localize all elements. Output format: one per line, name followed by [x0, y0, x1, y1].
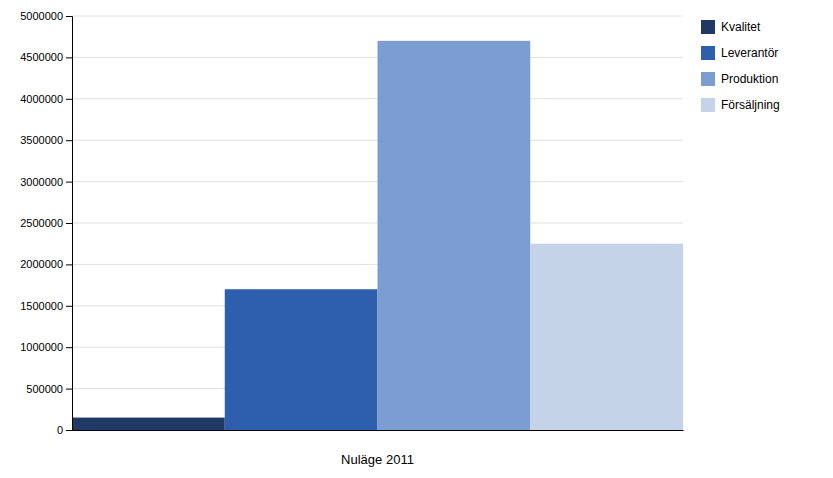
- legend-label: Kvalitet: [721, 20, 761, 34]
- legend: Kvalitet Leverantör Produktion Försäljning: [701, 20, 780, 112]
- y-tick-mark: [66, 264, 72, 265]
- bar: [378, 41, 531, 430]
- y-tick: 500000: [26, 383, 72, 395]
- legend-item: Produktion: [701, 72, 778, 86]
- y-tick-mark: [66, 99, 72, 100]
- y-tick-label: 3500000: [20, 134, 63, 146]
- y-tick-mark: [66, 16, 72, 17]
- x-axis-line: [73, 430, 684, 431]
- legend-swatch: [701, 46, 715, 60]
- x-axis-title: Nuläge 2011: [341, 452, 414, 467]
- y-tick-label: 500000: [26, 383, 63, 395]
- y-tick-mark: [66, 306, 72, 307]
- y-tick-mark: [66, 140, 72, 141]
- y-tick-mark: [66, 389, 72, 390]
- y-tick: 1500000: [20, 300, 72, 312]
- y-tick-label: 2500000: [20, 217, 63, 229]
- grid: [72, 16, 683, 430]
- y-tick-mark: [66, 57, 72, 58]
- y-tick-label: 4000000: [20, 93, 63, 105]
- y-tick-label: 1000000: [20, 341, 63, 353]
- y-tick: 0: [57, 424, 72, 436]
- legend-item: Leverantör: [701, 46, 778, 60]
- bars: [72, 41, 683, 430]
- legend-label: Leverantör: [721, 46, 778, 60]
- legend-label: Försäljning: [721, 98, 780, 112]
- y-tick-mark: [66, 182, 72, 183]
- legend-item: Försäljning: [701, 98, 780, 112]
- y-tick: 2000000: [20, 258, 72, 270]
- y-tick-mark: [66, 223, 72, 224]
- legend-swatch: [701, 72, 715, 86]
- legend-item: Kvalitet: [701, 20, 761, 34]
- y-axis: 0 500000 1000000 1500000 2000000 2500000 30000…: [20, 10, 72, 436]
- bar: [72, 418, 225, 430]
- y-tick-label: 2000000: [20, 258, 63, 270]
- y-tick-mark: [66, 430, 72, 431]
- legend-label: Produktion: [721, 72, 778, 86]
- y-tick-label: 1500000: [20, 300, 63, 312]
- y-tick-label: 3000000: [20, 176, 63, 188]
- bar: [530, 244, 683, 430]
- plot: 0 500000 1000000 1500000 2000000 2500000 30000…: [20, 10, 683, 436]
- legend-swatch: [701, 98, 715, 112]
- y-tick: 5000000: [20, 10, 72, 22]
- y-tick-label: 5000000: [20, 10, 63, 22]
- y-tick: 3000000: [20, 176, 72, 188]
- y-tick-mark: [66, 347, 72, 348]
- y-tick: 4500000: [20, 51, 72, 63]
- y-tick: 3500000: [20, 134, 72, 146]
- legend-swatch: [701, 20, 715, 34]
- y-axis-line: [66, 17, 73, 431]
- y-tick: 2500000: [20, 217, 72, 229]
- y-tick: 1000000: [20, 341, 72, 353]
- chart: 0 500000 1000000 1500000 2000000 2500000 30000…: [0, 0, 833, 478]
- grid-line: [72, 16, 683, 17]
- bar: [225, 289, 378, 430]
- x-axis: [73, 430, 684, 431]
- y-tick-label: 4500000: [20, 51, 63, 63]
- y-tick: 4000000: [20, 93, 72, 105]
- y-tick-label: 0: [57, 424, 63, 436]
